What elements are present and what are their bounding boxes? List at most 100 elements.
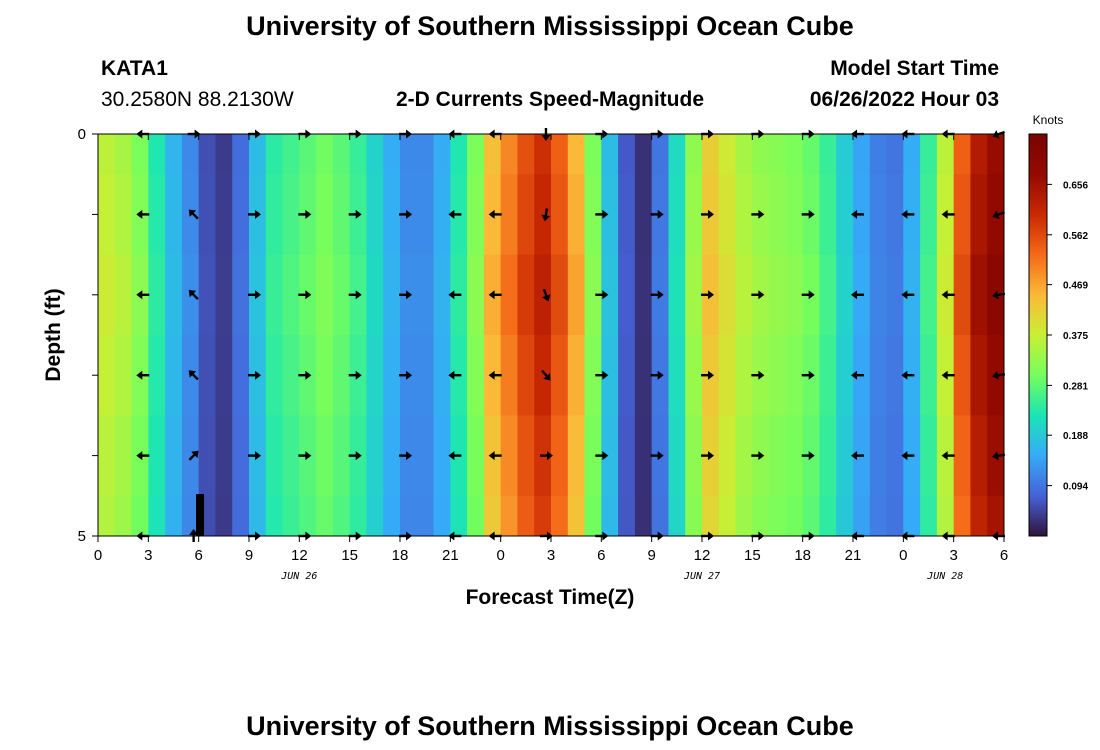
current-arrow [448,209,462,219]
x-tick-label: 12 [694,547,711,564]
heatmap-cell [332,254,351,336]
heatmap-cell [534,174,552,256]
heatmap-cell [467,254,485,336]
heatmap-cell [282,415,300,497]
heatmap-cell [668,174,686,256]
heatmap-cell [601,495,619,536]
heatmap-cell [299,495,317,536]
current-arrow [650,451,664,461]
heatmap-cell [618,134,636,175]
heatmap-cell [383,174,401,256]
heatmap-cell [668,415,686,497]
heatmap-cell [584,174,602,256]
model-start-label: Model Start Time [830,57,999,80]
x-tick-label: 0 [496,547,504,564]
heatmap-cell [953,254,972,336]
heatmap-cell [584,134,602,175]
heatmap-cell [249,495,267,536]
heatmap-cell [953,335,972,416]
missing-data-bar [196,494,204,536]
heatmap-cell [785,174,804,256]
colorbar-tick-label: 0.375 [1063,331,1088,342]
heatmap-cell [265,415,284,497]
heatmap-cell [215,495,233,536]
current-arrow [941,370,955,380]
heatmap-cell [416,254,435,336]
heatmap-cell [869,134,888,175]
x-tick-label: 15 [744,547,761,564]
heatmap-cell [500,335,519,416]
colorbar-tick-label: 0.281 [1063,381,1088,392]
heatmap-cell [467,174,485,256]
heatmap-cell [567,335,586,416]
heatmap-cell [332,174,351,256]
colorbar-title: Knots [1033,113,1064,127]
heatmap-cell [769,335,787,416]
heatmap-cell [215,134,233,175]
heatmap-cell [869,415,888,497]
heatmap-cell [551,335,569,416]
heatmap-cell [98,495,116,536]
heatmap-cell [668,134,686,175]
current-arrow [488,290,502,300]
heatmap-cell [383,495,401,536]
heatmap-cell [400,134,418,175]
heatmap-cell [920,174,938,256]
heatmap-cell [232,174,250,256]
heatmap-cell [148,174,166,256]
heatmap-cell [785,134,804,175]
heatmap-cell [970,495,988,536]
station-location: 30.2580N 88.2130W [101,88,294,111]
current-arrow [248,290,262,300]
current-arrow [801,209,815,219]
colorbar-tick-label: 0.562 [1063,231,1088,242]
date-label: JUN 28 [926,571,963,582]
heatmap-cell [920,254,938,336]
heatmap-cell [970,335,988,416]
current-arrow [941,209,955,219]
heatmap-cell [869,174,888,256]
current-arrow [448,290,462,300]
heatmap-cell [316,134,334,175]
heatmap-cell [450,495,468,536]
heatmap-cell [769,254,787,336]
heatmap-cell [181,415,200,497]
heatmap-cell [953,134,972,175]
current-arrow [751,290,765,300]
current-arrow [751,451,765,461]
x-tick-label: 3 [949,547,957,564]
heatmap-cell [869,335,888,416]
heatmap-cell [366,495,384,536]
heatmap-cell [383,134,401,175]
heatmap-cell [215,335,233,416]
current-arrow [751,209,765,219]
heatmap-cell [886,415,904,497]
current-arrow [851,451,865,461]
current-arrow [541,128,551,141]
heatmap-cell [987,134,1004,175]
heatmap-cell [920,415,938,497]
heatmap-cell [886,174,904,256]
x-tick-label: 12 [291,547,308,564]
current-arrow [542,288,551,302]
page-title: University of Southern Mississippi Ocean… [246,11,854,41]
heatmap-cell [634,415,653,497]
heatmap-cell [332,415,351,497]
heatmap-cell [517,335,535,416]
heatmap-cell [735,134,753,175]
current-arrow [248,209,262,219]
heatmap-cell [551,495,569,536]
heatmap-cell [769,495,787,536]
heatmap-cell [483,495,502,536]
heatmap-cell [634,134,653,175]
current-arrow [992,290,1006,300]
current-arrow [901,370,915,380]
heatmap-cell [366,335,384,416]
heatmap-cell [584,495,602,536]
heatmap-cell [836,415,854,497]
heatmap-cell [483,134,502,175]
current-arrow [348,451,362,461]
x-tick-label: 6 [1000,547,1008,564]
heatmap-cell [970,254,988,336]
heatmap-cell [98,335,116,416]
